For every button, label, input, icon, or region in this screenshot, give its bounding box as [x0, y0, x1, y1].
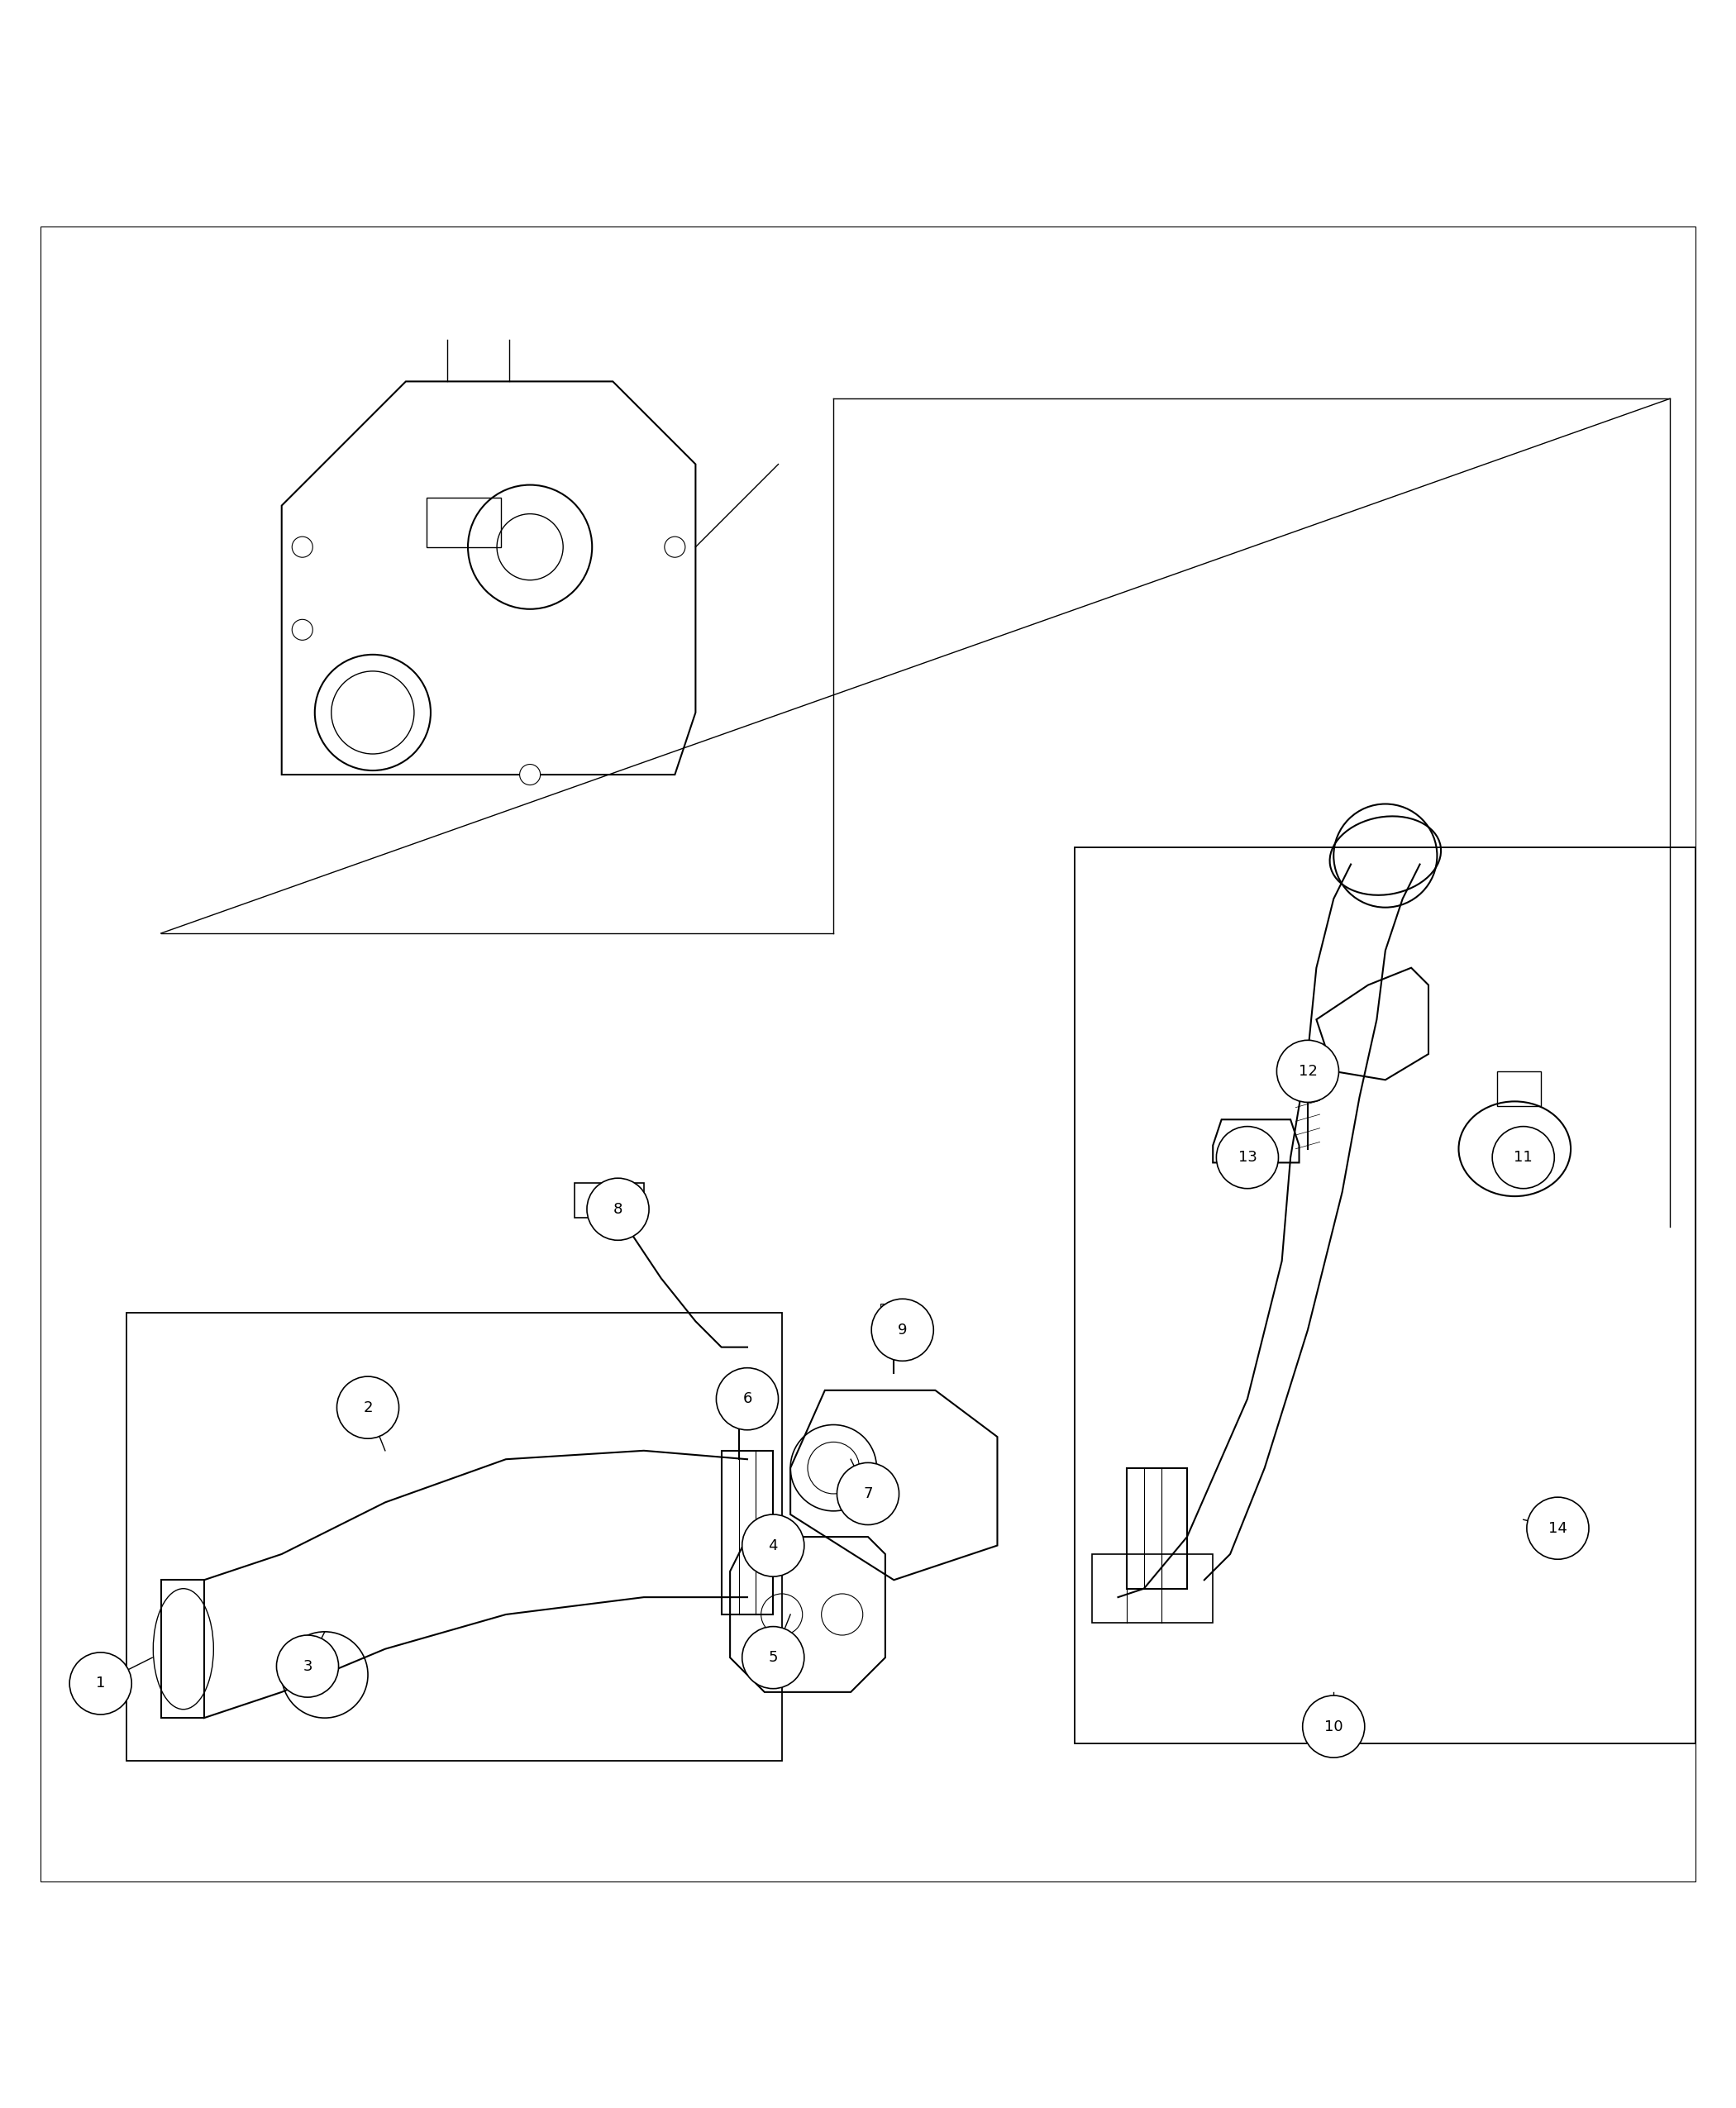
- Text: 8: 8: [613, 1202, 623, 1216]
- Text: 4: 4: [769, 1539, 778, 1554]
- Circle shape: [1493, 1126, 1554, 1189]
- Circle shape: [69, 1653, 132, 1714]
- Circle shape: [1302, 1695, 1364, 1758]
- Bar: [1290, 1046, 1325, 1071]
- Bar: [1075, 847, 1696, 1743]
- Bar: [880, 1305, 908, 1330]
- Bar: [1498, 1071, 1540, 1107]
- Text: 3: 3: [302, 1659, 312, 1674]
- Bar: [575, 1183, 644, 1218]
- Circle shape: [717, 1368, 778, 1429]
- Bar: [1127, 1467, 1187, 1589]
- Circle shape: [519, 765, 540, 784]
- Text: 9: 9: [898, 1322, 908, 1336]
- Text: 12: 12: [1299, 1065, 1318, 1079]
- Text: 13: 13: [1238, 1151, 1257, 1166]
- Text: 7: 7: [863, 1486, 873, 1501]
- Bar: [722, 1450, 773, 1615]
- Circle shape: [292, 538, 312, 557]
- Bar: [427, 497, 502, 546]
- Circle shape: [741, 1514, 804, 1577]
- Circle shape: [337, 1377, 399, 1438]
- Text: 2: 2: [363, 1400, 373, 1414]
- Text: 1: 1: [95, 1676, 106, 1691]
- Text: 14: 14: [1549, 1520, 1568, 1537]
- Circle shape: [837, 1463, 899, 1524]
- Text: 6: 6: [743, 1391, 752, 1406]
- Circle shape: [587, 1178, 649, 1240]
- Text: 5: 5: [769, 1651, 778, 1665]
- Circle shape: [741, 1627, 804, 1689]
- Circle shape: [665, 538, 686, 557]
- Circle shape: [871, 1299, 934, 1362]
- Circle shape: [1217, 1126, 1278, 1189]
- Bar: [726, 1381, 752, 1408]
- Bar: [759, 1528, 786, 1554]
- Bar: [1092, 1554, 1213, 1623]
- Bar: [127, 1313, 781, 1760]
- Text: 10: 10: [1325, 1720, 1344, 1735]
- Circle shape: [1276, 1039, 1338, 1102]
- Circle shape: [1526, 1497, 1588, 1560]
- Bar: [161, 1581, 205, 1718]
- Circle shape: [292, 620, 312, 641]
- Circle shape: [276, 1636, 339, 1697]
- Text: 11: 11: [1514, 1151, 1533, 1166]
